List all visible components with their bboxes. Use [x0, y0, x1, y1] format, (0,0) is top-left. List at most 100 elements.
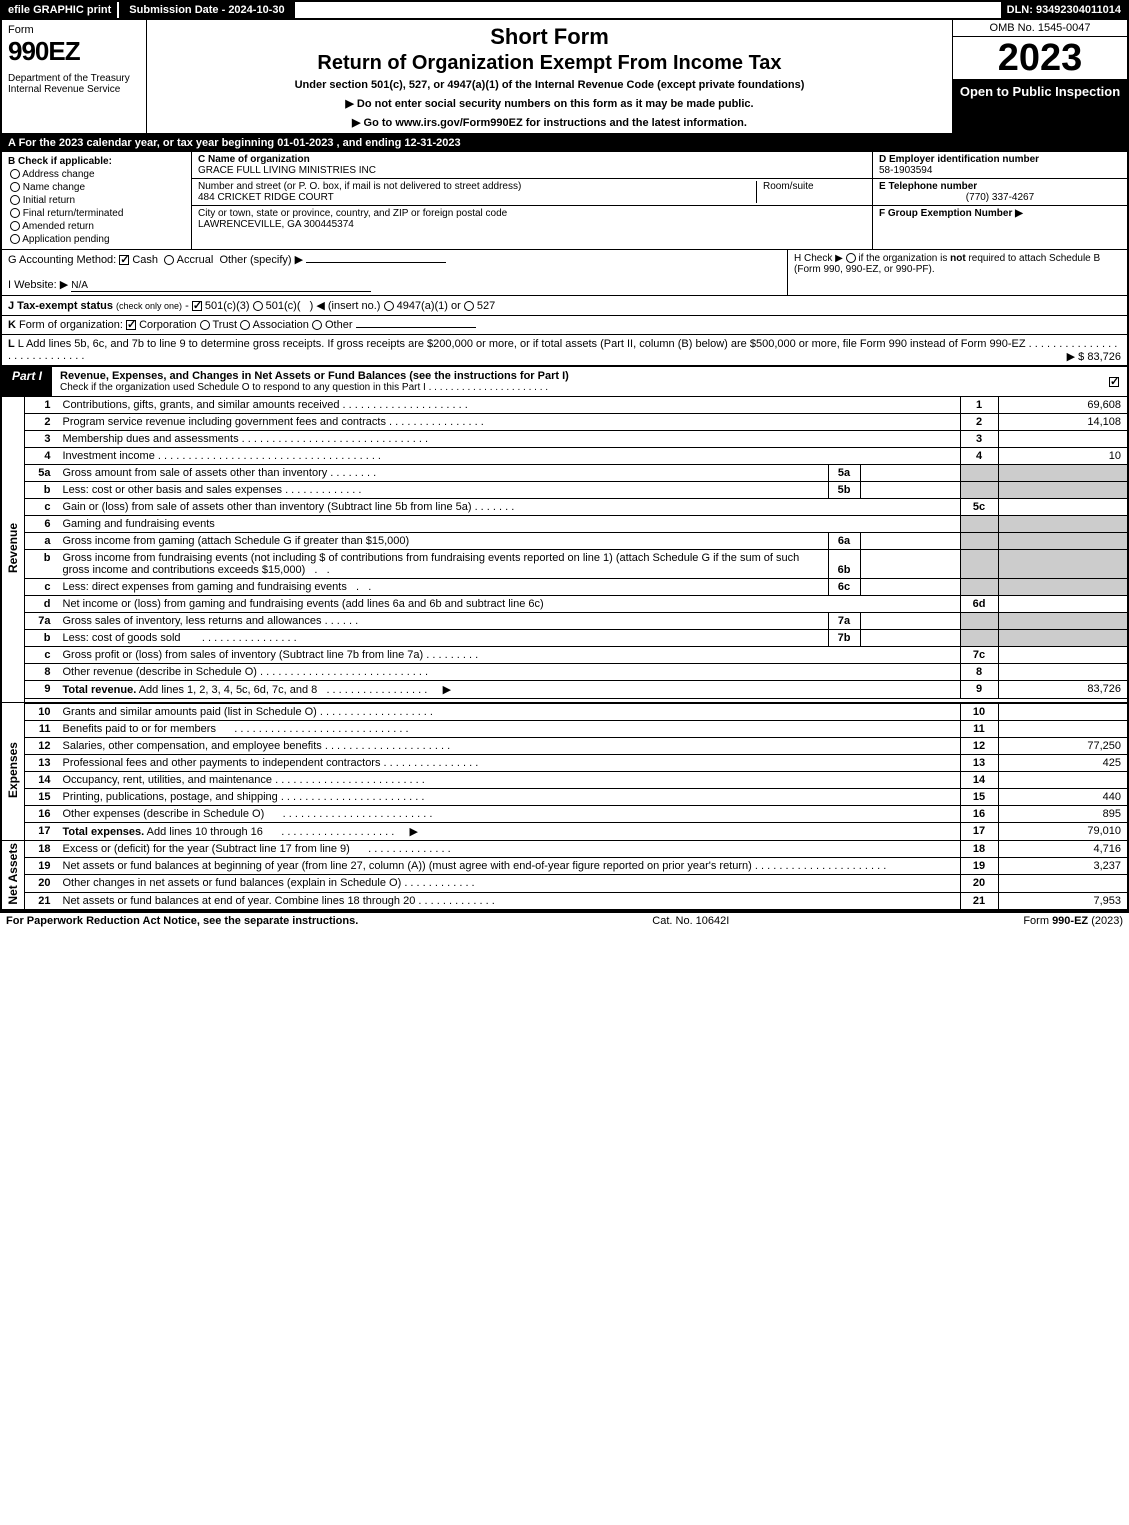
line-7a-desc: Gross sales of inventory, less returns a…	[63, 615, 322, 627]
phone-label: E Telephone number	[879, 181, 977, 192]
line-6b-rval-shade	[998, 550, 1128, 579]
org-city-value: LAWRENCEVILLE, GA 300445374	[198, 219, 354, 230]
opt-amended-return[interactable]: Amended return	[10, 221, 185, 232]
line-11-num: 11	[25, 720, 59, 737]
line-3-num: 3	[25, 431, 59, 448]
row-j: J Tax-exempt status (check only one) - 5…	[2, 296, 1127, 316]
line-8-num: 8	[25, 664, 59, 681]
line-2-rnum: 2	[960, 414, 998, 431]
opt-address-change-label: Address change	[22, 169, 94, 180]
revenue-side-label: Revenue	[1, 397, 25, 703]
line-6c-desc: Less: direct expenses from gaming and fu…	[63, 581, 347, 593]
box-f: F Group Exemption Number ▶	[873, 206, 1127, 249]
line-5c: c Gain or (loss) from sale of assets oth…	[1, 499, 1128, 516]
line-17-value: 79,010	[998, 822, 1128, 840]
opt-final-return[interactable]: Final return/terminated	[10, 208, 185, 219]
opt-final-return-label: Final return/terminated	[23, 208, 124, 219]
box-c: C Name of organization GRACE FULL LIVING…	[192, 152, 872, 249]
part-1-schedule-o-checkbox[interactable]	[1109, 377, 1119, 387]
line-6a: a Gross income from gaming (attach Sched…	[1, 533, 1128, 550]
form-id-block: Form 990EZ Department of the Treasury In…	[2, 20, 147, 133]
line-16-value: 895	[998, 805, 1128, 822]
line-6-rnum-shade	[960, 516, 998, 533]
row-k: K Form of organization: Corporation Trus…	[2, 316, 1127, 335]
line-21-num: 21	[25, 892, 59, 910]
line-7b-rval-shade	[998, 630, 1128, 647]
j-501c3-checkbox[interactable]	[192, 301, 202, 311]
line-6b-rnum-shade	[960, 550, 998, 579]
line-1-rnum: 1	[960, 397, 998, 414]
other-specify-input[interactable]	[306, 262, 446, 263]
k-corp-checkbox[interactable]	[126, 320, 136, 330]
line-1-num: 1	[25, 397, 59, 414]
line-11-desc: Benefits paid to or for members	[63, 723, 216, 735]
line-14-rnum: 14	[960, 771, 998, 788]
k-trust-checkbox[interactable]	[200, 320, 210, 330]
line-5b-rval-shade	[998, 482, 1128, 499]
line-10-desc: Grants and similar amounts paid (list in…	[63, 706, 317, 718]
line-10: Expenses 10 Grants and similar amounts p…	[1, 703, 1128, 721]
accounting-method-label: G Accounting Method:	[8, 254, 116, 266]
j-527-checkbox[interactable]	[464, 301, 474, 311]
line-1-desc: Contributions, gifts, grants, and simila…	[63, 399, 340, 411]
line-5a-desc: Gross amount from sale of assets other t…	[63, 467, 328, 479]
line-20-rnum: 20	[960, 875, 998, 892]
line-13-value: 425	[998, 754, 1128, 771]
line-18-desc: Excess or (deficit) for the year (Subtra…	[63, 843, 350, 855]
box-def: D Employer identification number 58-1903…	[872, 152, 1127, 249]
line-15-rnum: 15	[960, 788, 998, 805]
org-address-row: Number and street (or P. O. box, if mail…	[192, 179, 872, 206]
org-info-block: B Check if applicable: Address change Na…	[0, 152, 1129, 250]
form-header: Form 990EZ Department of the Treasury In…	[0, 20, 1129, 135]
org-addr-label: Number and street (or P. O. box, if mail…	[198, 181, 521, 192]
open-to-public: Open to Public Inspection	[953, 80, 1127, 133]
line-5b: b Less: cost or other basis and sales ex…	[1, 482, 1128, 499]
line-4: 4 Investment income . . . . . . . . . . …	[1, 448, 1128, 465]
ein-value: 58-1903594	[879, 165, 932, 176]
topbar-spacer	[297, 2, 1001, 18]
line-4-num: 4	[25, 448, 59, 465]
efile-print-label[interactable]: efile GRAPHIC print	[2, 2, 117, 18]
website-value: N/A	[71, 280, 371, 292]
accrual-checkbox[interactable]	[164, 255, 174, 265]
line-6d-value	[998, 596, 1128, 613]
h-checkbox[interactable]	[846, 253, 856, 263]
j-4947-checkbox[interactable]	[384, 301, 394, 311]
cash-checkbox[interactable]	[119, 255, 129, 265]
line-8-desc: Other revenue (describe in Schedule O)	[63, 666, 257, 678]
cash-label: Cash	[132, 254, 158, 266]
line-5b-num: b	[25, 482, 59, 499]
row-a-tax-year: A For the 2023 calendar year, or tax yea…	[0, 135, 1129, 152]
instructions-link-text[interactable]: Go to www.irs.gov/Form990EZ for instruct…	[364, 117, 747, 129]
k-other-checkbox[interactable]	[312, 320, 322, 330]
box-b: B Check if applicable: Address change Na…	[2, 152, 192, 249]
line-8-rnum: 8	[960, 664, 998, 681]
line-16: 16 Other expenses (describe in Schedule …	[1, 805, 1128, 822]
line-20-num: 20	[25, 875, 59, 892]
meta-rows: G Accounting Method: Cash Accrual Other …	[0, 250, 1129, 366]
opt-address-change[interactable]: Address change	[10, 169, 185, 180]
room-suite-label: Room/suite	[763, 181, 814, 192]
dln-number: DLN: 93492304011014	[1001, 2, 1127, 18]
line-13-num: 13	[25, 754, 59, 771]
line-9-value: 83,726	[998, 681, 1128, 699]
website-label: I Website: ▶	[8, 279, 68, 291]
part-1-header: Part I Revenue, Expenses, and Changes in…	[0, 366, 1129, 397]
instructions-link[interactable]: Go to www.irs.gov/Form990EZ for instruct…	[155, 116, 944, 129]
k-assoc-checkbox[interactable]	[240, 320, 250, 330]
line-18-value: 4,716	[998, 840, 1128, 857]
line-5a-num: 5a	[25, 465, 59, 482]
org-name-label: C Name of organization	[198, 154, 310, 165]
j-501c-checkbox[interactable]	[253, 301, 263, 311]
opt-application-pending[interactable]: Application pending	[10, 234, 185, 245]
part-1-label: Part I	[2, 366, 52, 397]
page-footer: For Paperwork Reduction Act Notice, see …	[0, 911, 1129, 929]
line-2-desc: Program service revenue including govern…	[63, 416, 386, 428]
line-3-value	[998, 431, 1128, 448]
opt-initial-return[interactable]: Initial return	[10, 195, 185, 206]
line-7b-inline-val	[860, 630, 960, 647]
form-title-block: Short Form Return of Organization Exempt…	[147, 20, 952, 133]
k-other-input[interactable]	[356, 327, 476, 328]
line-20-value	[998, 875, 1128, 892]
opt-name-change[interactable]: Name change	[10, 182, 185, 193]
